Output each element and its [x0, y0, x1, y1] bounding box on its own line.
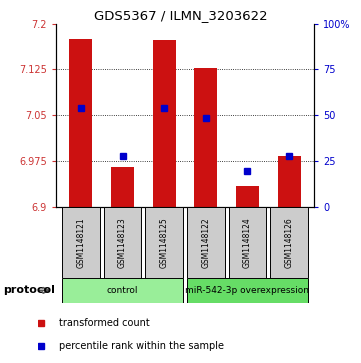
Text: GSM1148125: GSM1148125	[160, 217, 169, 268]
Bar	[62, 278, 183, 303]
Bar	[69, 39, 92, 207]
Text: GSM1148121: GSM1148121	[77, 217, 86, 268]
Bar	[270, 207, 308, 278]
Bar	[145, 207, 183, 278]
Bar	[229, 207, 266, 278]
Bar	[194, 68, 217, 207]
Text: miR-542-3p overexpression: miR-542-3p overexpression	[186, 286, 309, 295]
Text: GSM1148124: GSM1148124	[243, 217, 252, 268]
Bar	[62, 207, 100, 278]
Bar	[153, 40, 176, 207]
Bar	[187, 278, 308, 303]
Bar	[111, 167, 134, 207]
Text: GDS5367 / ILMN_3203622: GDS5367 / ILMN_3203622	[94, 9, 267, 22]
Bar	[278, 156, 301, 207]
Text: GSM1148126: GSM1148126	[284, 217, 293, 268]
Text: percentile rank within the sample: percentile rank within the sample	[59, 341, 224, 351]
Bar	[187, 207, 225, 278]
Text: GSM1148123: GSM1148123	[118, 217, 127, 268]
Bar	[104, 207, 141, 278]
Bar	[236, 185, 259, 207]
Text: transformed count: transformed count	[59, 318, 150, 327]
Text: protocol: protocol	[4, 285, 56, 295]
Text: GSM1148122: GSM1148122	[201, 217, 210, 268]
Text: control: control	[107, 286, 138, 295]
